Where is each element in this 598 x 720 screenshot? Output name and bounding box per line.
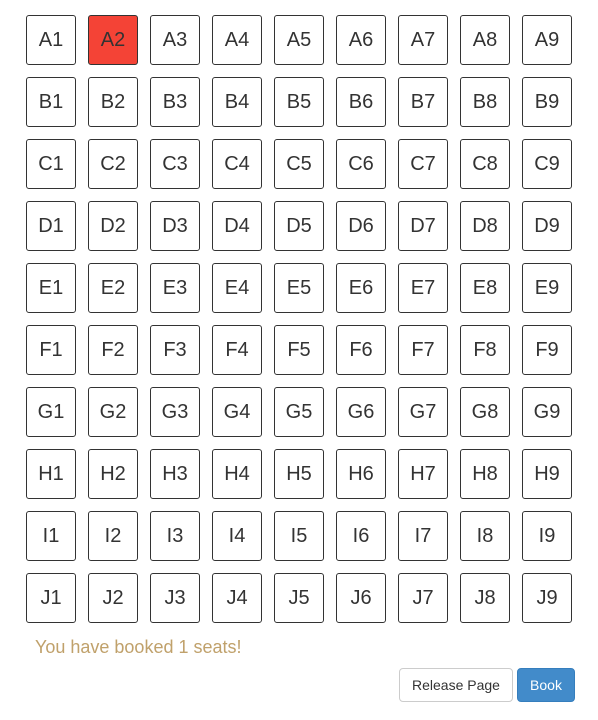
seat-d3[interactable]: D3 (150, 201, 200, 251)
seat-g7[interactable]: G7 (398, 387, 448, 437)
seat-d8[interactable]: D8 (460, 201, 510, 251)
seat-g6[interactable]: G6 (336, 387, 386, 437)
seat-h8[interactable]: H8 (460, 449, 510, 499)
seat-b4[interactable]: B4 (212, 77, 262, 127)
seat-d6[interactable]: D6 (336, 201, 386, 251)
seat-h2[interactable]: H2 (88, 449, 138, 499)
seat-i4[interactable]: I4 (212, 511, 262, 561)
seat-h6[interactable]: H6 (336, 449, 386, 499)
seat-j5[interactable]: J5 (274, 573, 324, 623)
seat-a1[interactable]: A1 (26, 15, 76, 65)
seat-a8[interactable]: A8 (460, 15, 510, 65)
seat-d7[interactable]: D7 (398, 201, 448, 251)
seat-d1[interactable]: D1 (26, 201, 76, 251)
seat-c2[interactable]: C2 (88, 139, 138, 189)
seat-c7[interactable]: C7 (398, 139, 448, 189)
seat-e2[interactable]: E2 (88, 263, 138, 313)
seat-i2[interactable]: I2 (88, 511, 138, 561)
seat-b6[interactable]: B6 (336, 77, 386, 127)
seat-j6[interactable]: J6 (336, 573, 386, 623)
seat-i5[interactable]: I5 (274, 511, 324, 561)
seat-j1[interactable]: J1 (26, 573, 76, 623)
action-buttons: Release Page Book (399, 668, 575, 702)
seat-b8[interactable]: B8 (460, 77, 510, 127)
seat-g5[interactable]: G5 (274, 387, 324, 437)
seat-h5[interactable]: H5 (274, 449, 324, 499)
seat-c4[interactable]: C4 (212, 139, 262, 189)
seat-b7[interactable]: B7 (398, 77, 448, 127)
seat-e5[interactable]: E5 (274, 263, 324, 313)
seat-a6[interactable]: A6 (336, 15, 386, 65)
seat-a2[interactable]: A2 (88, 15, 138, 65)
seat-f4[interactable]: F4 (212, 325, 262, 375)
seat-d4[interactable]: D4 (212, 201, 262, 251)
seat-b2[interactable]: B2 (88, 77, 138, 127)
seat-b3[interactable]: B3 (150, 77, 200, 127)
seat-i3[interactable]: I3 (150, 511, 200, 561)
seat-e6[interactable]: E6 (336, 263, 386, 313)
seat-i1[interactable]: I1 (26, 511, 76, 561)
seat-h3[interactable]: H3 (150, 449, 200, 499)
seat-j7[interactable]: J7 (398, 573, 448, 623)
seat-i8[interactable]: I8 (460, 511, 510, 561)
seat-e4[interactable]: E4 (212, 263, 262, 313)
seat-c8[interactable]: C8 (460, 139, 510, 189)
seat-a7[interactable]: A7 (398, 15, 448, 65)
seat-e3[interactable]: E3 (150, 263, 200, 313)
seat-g3[interactable]: G3 (150, 387, 200, 437)
seat-c6[interactable]: C6 (336, 139, 386, 189)
seat-a5[interactable]: A5 (274, 15, 324, 65)
seat-a3[interactable]: A3 (150, 15, 200, 65)
booking-status-message: You have booked 1 seats! (35, 637, 242, 657)
book-button[interactable]: Book (517, 668, 575, 702)
seat-h1[interactable]: H1 (26, 449, 76, 499)
seat-j9[interactable]: J9 (522, 573, 572, 623)
seat-f9[interactable]: F9 (522, 325, 572, 375)
seat-c9[interactable]: C9 (522, 139, 572, 189)
seat-f1[interactable]: F1 (26, 325, 76, 375)
seat-g2[interactable]: G2 (88, 387, 138, 437)
seat-f8[interactable]: F8 (460, 325, 510, 375)
seat-g4[interactable]: G4 (212, 387, 262, 437)
seat-a4[interactable]: A4 (212, 15, 262, 65)
seat-j3[interactable]: J3 (150, 573, 200, 623)
seat-f3[interactable]: F3 (150, 325, 200, 375)
seat-f6[interactable]: F6 (336, 325, 386, 375)
seat-c3[interactable]: C3 (150, 139, 200, 189)
seat-j2[interactable]: J2 (88, 573, 138, 623)
seat-c5[interactable]: C5 (274, 139, 324, 189)
seat-a9[interactable]: A9 (522, 15, 572, 65)
seat-h9[interactable]: H9 (522, 449, 572, 499)
seat-e1[interactable]: E1 (26, 263, 76, 313)
seat-b1[interactable]: B1 (26, 77, 76, 127)
seat-d5[interactable]: D5 (274, 201, 324, 251)
seat-g9[interactable]: G9 (522, 387, 572, 437)
seat-g1[interactable]: G1 (26, 387, 76, 437)
seat-j8[interactable]: J8 (460, 573, 510, 623)
seat-b5[interactable]: B5 (274, 77, 324, 127)
seat-d9[interactable]: D9 (522, 201, 572, 251)
seat-e8[interactable]: E8 (460, 263, 510, 313)
seat-d2[interactable]: D2 (88, 201, 138, 251)
seat-f7[interactable]: F7 (398, 325, 448, 375)
release-page-button[interactable]: Release Page (399, 668, 513, 702)
seat-i6[interactable]: I6 (336, 511, 386, 561)
seat-h4[interactable]: H4 (212, 449, 262, 499)
seat-j4[interactable]: J4 (212, 573, 262, 623)
seat-e7[interactable]: E7 (398, 263, 448, 313)
seat-b9[interactable]: B9 (522, 77, 572, 127)
seat-i7[interactable]: I7 (398, 511, 448, 561)
seat-i9[interactable]: I9 (522, 511, 572, 561)
seat-g8[interactable]: G8 (460, 387, 510, 437)
seat-f5[interactable]: F5 (274, 325, 324, 375)
seat-f2[interactable]: F2 (88, 325, 138, 375)
seat-grid: A1 A2 A3 A4 A5 A6 A7 A8 A9 B1 B2 B3 B4 B5 B6 B7 B8 B9 C1 C2… (26, 15, 572, 623)
seat-h7[interactable]: H7 (398, 449, 448, 499)
seat-e9[interactable]: E9 (522, 263, 572, 313)
seat-c1[interactable]: C1 (26, 139, 76, 189)
